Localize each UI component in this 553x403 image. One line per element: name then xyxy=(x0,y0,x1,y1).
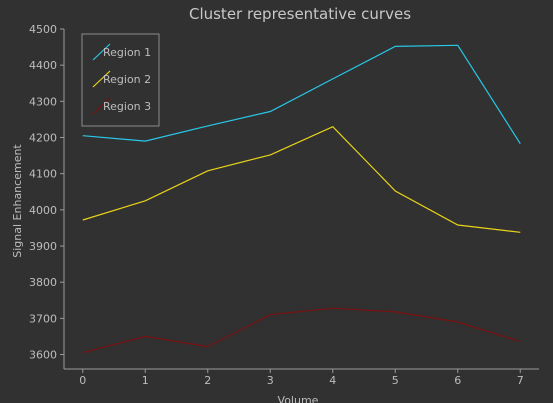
series-line-region-2 xyxy=(82,125,521,233)
x-tick-label: 6 xyxy=(454,374,461,387)
y-tick-label: 3800 xyxy=(29,276,57,289)
x-tick-label: 0 xyxy=(79,374,86,387)
x-axis-title: Volume xyxy=(278,394,319,403)
y-tick-label: 3900 xyxy=(29,240,57,253)
series-line-region-3 xyxy=(82,307,521,354)
y-tick-label: 4000 xyxy=(29,204,57,217)
legend-label-region-2: Region 2 xyxy=(103,73,151,86)
legend-swatch-region-3 xyxy=(92,97,111,115)
x-tick-label: 3 xyxy=(267,374,274,387)
x-tick-label: 4 xyxy=(329,374,336,387)
y-tick-label: 4400 xyxy=(29,59,57,72)
y-tick-label: 4100 xyxy=(29,168,57,181)
plot-area xyxy=(82,44,521,354)
chart-title: Cluster representative curves xyxy=(189,5,411,23)
x-tick-label: 5 xyxy=(392,374,399,387)
y-axis-title: Signal Enhancement xyxy=(11,144,24,258)
y-tick-label: 4200 xyxy=(29,132,57,145)
legend-swatch-region-2 xyxy=(92,70,111,88)
y-tick-label: 4500 xyxy=(29,23,57,36)
series-line-region-1 xyxy=(82,44,521,145)
legend-swatch-region-1 xyxy=(92,43,111,61)
axes: 3600 3700 3800 3900 4000 4100 4200 4300 4400 4500… xyxy=(29,23,539,387)
y-tick-label: 4300 xyxy=(29,95,57,108)
x-tick-label: 1 xyxy=(142,374,149,387)
legend-label-region-1: Region 1 xyxy=(103,46,151,59)
legend-label-region-3: Region 3 xyxy=(103,100,151,113)
x-tick-label: 7 xyxy=(517,374,524,387)
x-tick-label: 2 xyxy=(204,374,211,387)
y-tick-label: 3600 xyxy=(29,349,57,362)
legend: Region 1 Region 2 Region 3 xyxy=(81,33,160,127)
legend-box xyxy=(81,33,160,127)
y-tick-label: 3700 xyxy=(29,312,57,325)
